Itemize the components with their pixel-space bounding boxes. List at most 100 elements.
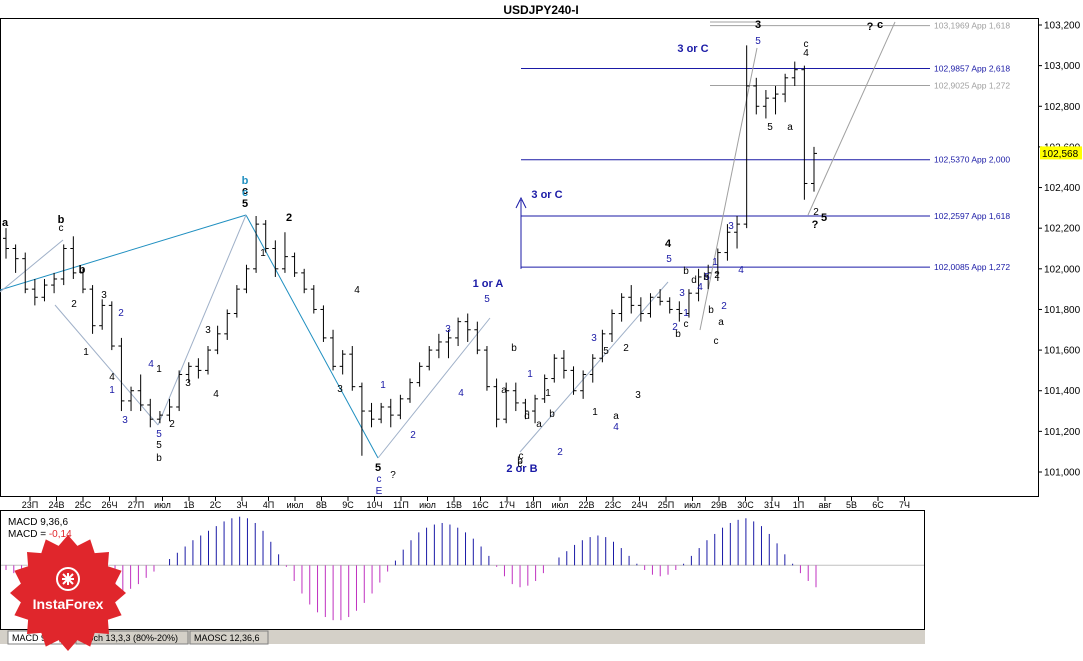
x-tick-label: 3Ч [236,500,247,510]
wave-label-black: 3 [635,390,641,401]
candle [474,321,481,355]
x-tick-label: 17Ч [499,500,515,510]
wave-label-black: 2 [714,270,720,281]
wave-label-black: c [519,451,524,462]
y-tick-label: 101,600 [1044,346,1081,357]
y-tick-label: 101,800 [1044,305,1081,316]
candle [647,293,654,318]
wave-label-blue: 3 [445,324,451,335]
wave-label-blue: 3 [679,288,685,299]
candle [560,350,567,379]
candle [51,272,58,294]
y-axis: 103,200103,000102,800102,600102,400102,2… [1038,21,1081,479]
wave-label-blue: 5 [666,254,672,265]
wave-label-black: c [518,459,523,470]
wave-label-blue: 3 or C [677,43,708,55]
candle [791,61,798,86]
x-tick-label: июл [552,500,569,510]
wave-label-black: 4 [354,285,360,296]
wave-label-black: b [683,266,689,277]
wave-label-black: 4 [213,389,219,400]
candle [666,297,673,314]
x-tick-label: 24Ч [631,500,647,510]
y-tick-label: 103,200 [1044,21,1081,32]
candle [89,285,96,334]
y-tick-label: 102,000 [1044,264,1081,275]
wave-label-blue: 5 [755,36,761,47]
candle [253,215,260,273]
wave-label-blue: 5 [704,272,710,283]
wave-label-blue: 4 [613,422,619,433]
candle [147,398,154,428]
candle [41,278,48,302]
chart-title: USDJPY240-I [503,3,578,17]
wave-label-blue: 5 [156,429,162,440]
candle [22,252,29,294]
candle [503,382,510,424]
candle [224,309,231,340]
wave-label-black: 5 [603,346,609,357]
x-tick-label: июл [287,500,304,510]
x-tick-label: 31Ч [764,500,780,510]
wave-label-black: b [703,272,709,283]
y-tick-label: 102,400 [1044,183,1081,194]
x-tick-label: авг [818,500,832,510]
candle [70,236,77,279]
wave-label-blue: 4 [697,282,703,293]
candle [243,264,250,294]
candle [435,333,442,359]
trendline [377,317,491,459]
candle [166,398,173,422]
candle [349,346,356,391]
wave-label-blue: 1 or A [473,278,504,290]
candle [580,370,587,399]
candle [310,285,317,314]
wave-label-black: ? [812,219,819,231]
candle [464,313,471,342]
wave-label-black: c [714,336,719,347]
wave-label-black: 3 [185,378,191,389]
x-tick-label: 23С [605,500,622,510]
x-tick-label: июл [154,500,171,510]
wave-labels: 3 or C3 or C1 or A2 or B5241351243512345… [2,19,883,497]
wave-label-black: a [718,317,724,328]
y-tick-label: 102,800 [1044,102,1081,113]
wave-label-blue: 2 [721,301,727,312]
candle [724,224,731,261]
candle [628,285,635,314]
x-tick-label: 25П [658,500,674,510]
wave-label-black: 2 [286,212,292,224]
wave-label-black: 3 [337,384,343,395]
tab-maosc[interactable] [189,630,269,645]
candle [387,398,394,428]
candle [743,45,750,229]
wave-label-black: 2 [813,207,819,218]
x-tick-label: 18П [525,500,541,510]
candle [99,299,106,330]
candle [3,228,9,259]
wave-label-black: b [517,456,523,467]
level-label: 102,2597 App 1,618 [934,211,1010,221]
candle [618,293,625,322]
candle [570,366,577,395]
candle [811,146,817,192]
candle [657,289,664,306]
wave-label-black: 3 [101,290,107,301]
candle [762,90,769,119]
candle [128,386,135,412]
wave-label-black: 1 [545,388,551,399]
wave-label-blue: 4 [458,388,464,399]
x-tick-label: 26Ч [101,500,117,510]
wave-label-black: 1 [260,248,266,259]
wave-label-black: 4 [803,48,809,59]
wave-label-black: a [536,419,542,430]
wave-label-black: 5 [821,212,827,224]
candle [281,232,288,273]
candle [714,248,721,282]
candle [185,362,192,383]
candle [272,240,279,277]
candle [599,329,606,363]
wave-label-black: b [511,343,517,354]
wave-label-black: 1 [156,364,162,375]
tab-stoch-label: Stoch 13,3,3 (80%-20%) [80,633,178,643]
